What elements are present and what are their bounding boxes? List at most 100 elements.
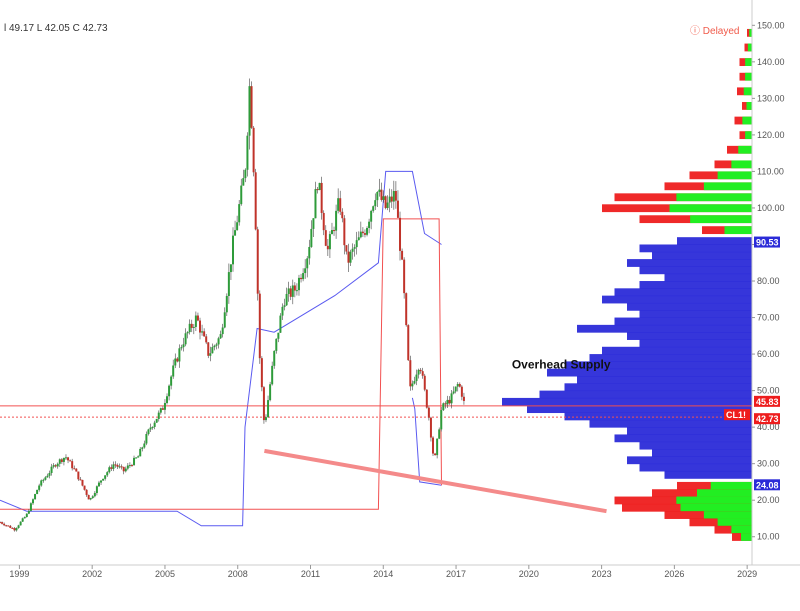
overlay-lines [0, 170, 752, 527]
candle-body [300, 277, 303, 280]
candle-body [238, 204, 241, 223]
candle-body [124, 468, 127, 472]
delayed-indicator[interactable]: ⓘ Delayed [690, 22, 739, 37]
candle-body [77, 471, 80, 480]
candle-body [372, 206, 375, 211]
candle-body [87, 494, 90, 500]
candle-body [52, 465, 55, 467]
price-tag-label: CL1! [726, 410, 746, 420]
candle-body [429, 417, 432, 438]
volume-profile-bar [627, 427, 752, 435]
candle-body [308, 246, 311, 259]
candle-body [5, 525, 8, 527]
candle-body [69, 460, 72, 462]
candle-body [225, 295, 228, 313]
price-tag [754, 479, 780, 491]
candle-body [318, 182, 321, 191]
candle-body [281, 306, 284, 316]
candle-body [203, 331, 206, 337]
candle-body [81, 479, 84, 486]
candle-body [168, 385, 171, 397]
volume-profile-bar-up [724, 226, 752, 235]
volume-profile-bar [627, 259, 752, 267]
volume-profile-bar [602, 295, 752, 304]
candle-body [333, 230, 336, 232]
candle-body [275, 338, 278, 351]
candle-body [174, 358, 177, 366]
candle-body [192, 326, 195, 328]
y-tick-label: 50.00 [757, 386, 780, 396]
candle-body [73, 468, 76, 470]
candle-body [343, 218, 346, 246]
candle-body [421, 371, 424, 376]
candle-body [170, 376, 173, 386]
candle-body [382, 196, 385, 200]
x-tick-label: 2008 [228, 569, 248, 579]
y-tick-label: 120.00 [757, 130, 785, 140]
candle-body [9, 525, 12, 528]
x-tick-label: 2017 [446, 569, 466, 579]
volume-profile-bar-up [749, 28, 752, 37]
candle-body [351, 248, 354, 252]
candle-body [157, 412, 160, 419]
candle-body [50, 466, 53, 473]
candle-body [231, 235, 234, 265]
candle-body [159, 408, 162, 413]
candle-body [229, 264, 232, 273]
x-tick-label: 2029 [737, 569, 757, 579]
candle-body [250, 86, 253, 128]
annotations: Overhead Supply [512, 358, 611, 372]
candle-body [100, 480, 103, 483]
candle-body [67, 457, 70, 461]
volume-profile-bar [614, 288, 752, 297]
candle-body [396, 200, 399, 218]
y-tick-label: 10.00 [757, 532, 780, 542]
candle-body [407, 325, 410, 361]
candle-body [438, 429, 441, 439]
volume-profile-bar [639, 441, 752, 450]
candle-body [149, 427, 152, 430]
candle-body [312, 218, 315, 229]
candle-body [176, 358, 179, 362]
candle-body [326, 245, 329, 250]
volume-profile-bar-up [680, 503, 752, 512]
candle-body [95, 486, 98, 494]
candle-body [458, 384, 461, 387]
volume-profile-bar [539, 390, 752, 399]
candle-body [380, 189, 383, 200]
volume-profile-bar [502, 397, 752, 406]
candle-body [147, 429, 150, 435]
candle-body [180, 347, 183, 349]
x-tick-label: 2023 [592, 569, 612, 579]
candle-body [112, 464, 115, 469]
volume-profile-bar [627, 456, 752, 465]
candle-body [83, 485, 86, 490]
candle-body [108, 467, 111, 473]
volume-profile-bar-up [731, 525, 752, 534]
x-tick-label: 1999 [9, 569, 29, 579]
candle-body [155, 418, 158, 423]
candle-body [456, 384, 459, 387]
candle-body [199, 320, 202, 333]
delayed-label: Delayed [702, 26, 740, 37]
candle-body [357, 237, 360, 241]
candle-body [452, 391, 455, 394]
candle-body [374, 200, 377, 207]
candle-body [161, 408, 164, 410]
candle-body [415, 374, 418, 382]
y-tick-label: 40.00 [757, 422, 780, 432]
y-tick-label: 70.00 [757, 313, 780, 323]
volume-profile-bar [589, 354, 752, 362]
candle-body [446, 399, 449, 405]
candle-body [291, 285, 294, 297]
candle-body [440, 410, 443, 430]
volume-profile-bar-up [745, 131, 752, 140]
candle-body [178, 348, 181, 362]
candle-body [347, 251, 350, 263]
candle-body [36, 489, 39, 495]
candle-body [349, 251, 352, 263]
candle-body [289, 288, 292, 297]
candle-body [91, 496, 94, 498]
